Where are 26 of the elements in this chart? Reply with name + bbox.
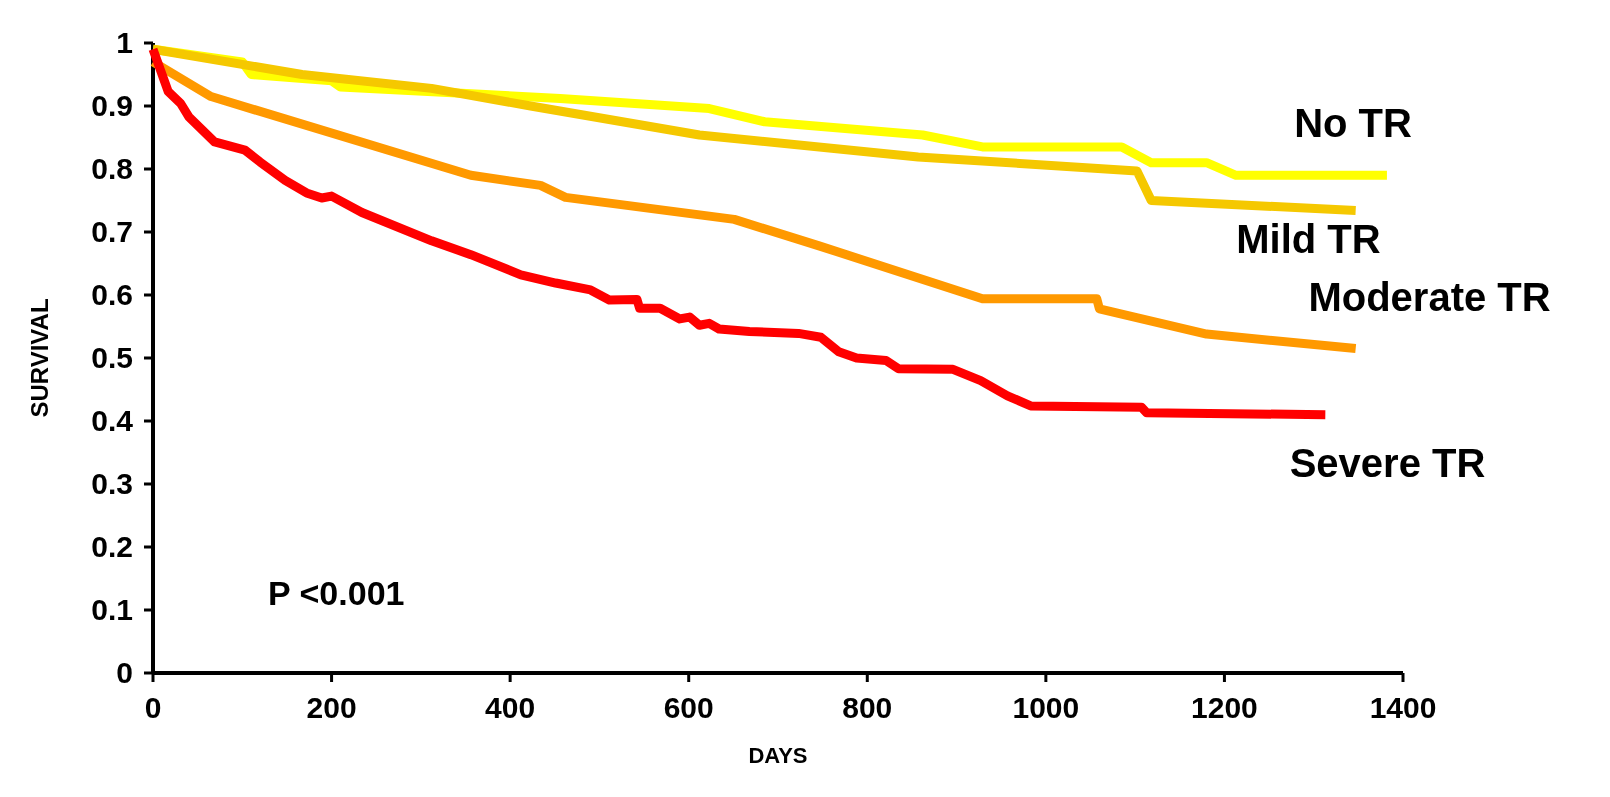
x-tick-label: 0 <box>144 691 162 724</box>
x-tick-label: 1400 <box>1369 691 1437 724</box>
y-tick-label: 0.2 <box>91 530 133 563</box>
x-tick-label: 200 <box>306 691 357 724</box>
series-label: Severe TR <box>1289 440 1486 485</box>
y-axis-title: SURVIVAL <box>26 298 53 418</box>
x-tick-label: 400 <box>485 691 536 724</box>
y-tick-label: 1 <box>116 26 133 59</box>
x-tick-label: 800 <box>842 691 893 724</box>
series-label: No TR <box>1294 101 1413 146</box>
y-tick-label: 0.9 <box>91 89 133 122</box>
y-tick-label: 0.3 <box>91 467 133 500</box>
y-tick-label: 0.1 <box>91 593 133 626</box>
y-tick-label: 0.5 <box>91 341 133 374</box>
series-label: Mild TR <box>1236 216 1381 261</box>
series-label: Moderate TR <box>1308 274 1551 319</box>
y-tick-label: 0.6 <box>91 278 133 311</box>
x-axis-title: DAYS <box>748 743 808 768</box>
y-tick-label: 0.7 <box>91 215 133 248</box>
y-tick-label: 0.8 <box>91 152 133 185</box>
y-tick-label: 0 <box>116 656 133 689</box>
y-tick-label: 0.4 <box>91 404 134 437</box>
x-tick-label: 1000 <box>1012 691 1080 724</box>
x-tick-label: 600 <box>663 691 714 724</box>
annotation: P <0.001 <box>268 574 405 612</box>
x-tick-label: 1200 <box>1191 691 1258 724</box>
